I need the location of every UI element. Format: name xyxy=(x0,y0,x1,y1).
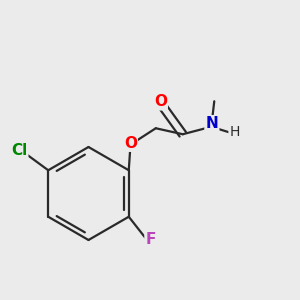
Text: N: N xyxy=(206,116,218,131)
Text: O: O xyxy=(154,94,167,109)
Text: Cl: Cl xyxy=(11,143,27,158)
Text: O: O xyxy=(124,136,137,151)
Text: H: H xyxy=(230,124,240,139)
Text: F: F xyxy=(146,232,156,247)
